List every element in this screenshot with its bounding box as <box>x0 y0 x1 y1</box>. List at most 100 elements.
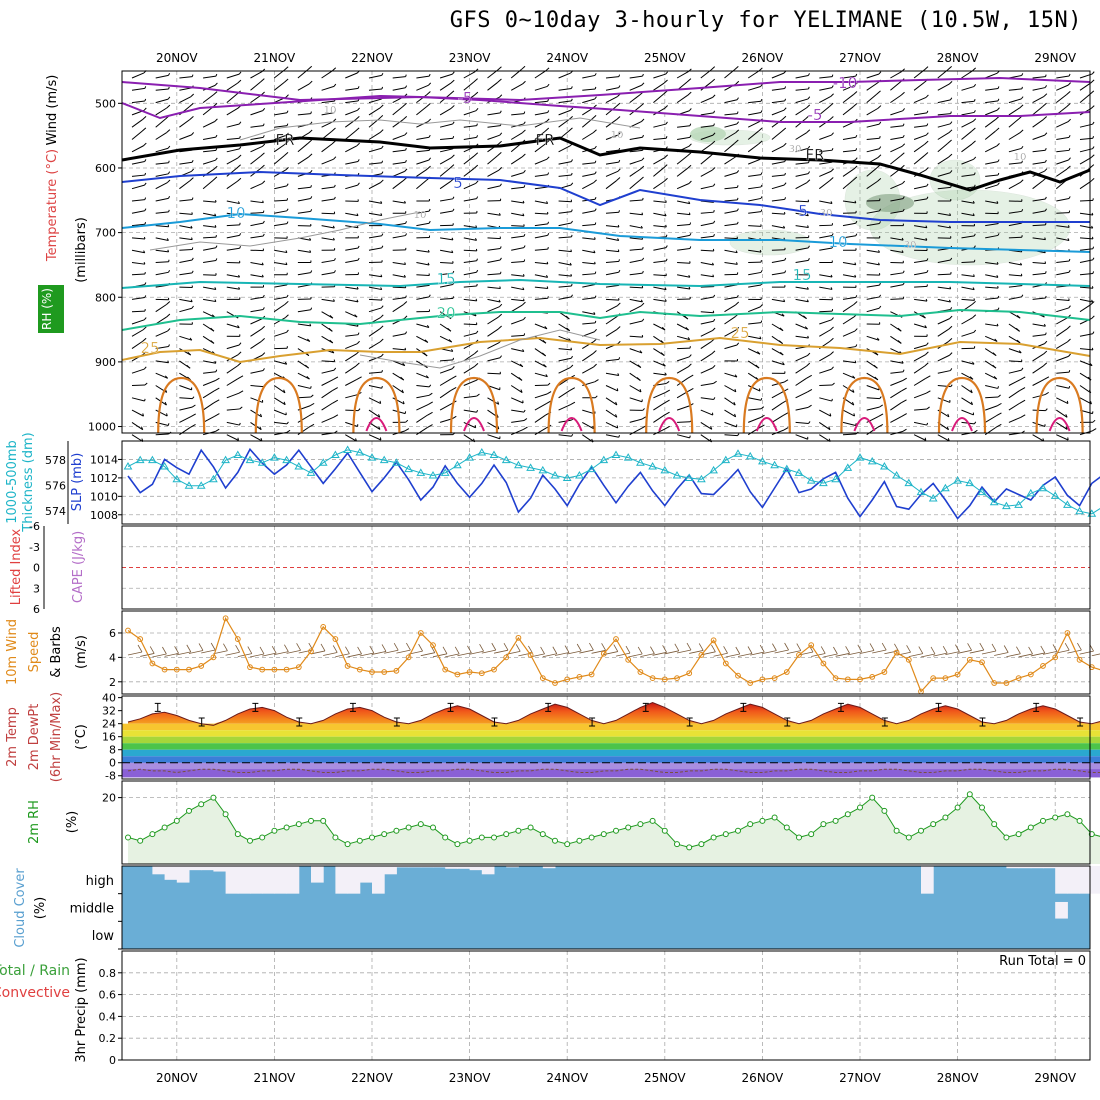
wind-barb <box>747 348 761 355</box>
isotherm-20 <box>121 308 1091 331</box>
wind-barb <box>155 249 169 253</box>
wind-barb <box>1079 148 1093 153</box>
wind-barb-flag <box>902 377 907 382</box>
wind-barb <box>748 211 762 214</box>
surface-wind-barb <box>957 649 972 654</box>
wind-speed-point <box>783 669 790 675</box>
wind-barb <box>416 136 430 140</box>
wind-barb <box>416 210 430 214</box>
wind-barb <box>771 174 785 177</box>
wind-barb-flag <box>594 379 599 383</box>
wind-barb-flag <box>642 73 644 77</box>
tick-label: -6 <box>29 520 40 533</box>
wind-barb-flag <box>286 429 291 433</box>
wind-barb <box>890 94 902 104</box>
wind-barb-flag <box>973 274 975 277</box>
wind-barb-flag <box>405 159 407 163</box>
tick-label-left: 574 <box>45 505 66 518</box>
wind-barb-flag <box>994 127 1000 132</box>
wind-barb-flag <box>499 355 502 359</box>
freezing-line <box>121 136 1091 192</box>
wind-barb <box>463 225 477 229</box>
wind-barb <box>131 340 144 350</box>
tick-label: 500 <box>95 97 116 110</box>
wind-barb <box>700 353 712 362</box>
wind-barb-flag <box>902 123 905 126</box>
cloud-high-bar <box>1018 866 1032 869</box>
rh-point <box>637 821 644 828</box>
wind-barb-flag <box>144 282 147 285</box>
wind-barb <box>914 260 928 263</box>
wind-barb <box>961 111 975 116</box>
wind-barb-flag <box>189 115 194 120</box>
surface-wind-barb <box>652 651 667 656</box>
wind-barb-flag <box>996 107 1000 111</box>
wind-barb-flag <box>1018 350 1022 354</box>
wind-barb-flag <box>616 116 621 120</box>
wind-barb-flag <box>878 413 884 417</box>
wind-barb-flag <box>570 347 573 350</box>
wind-barb-flag <box>144 159 147 162</box>
wind-barb-flag <box>1020 262 1023 266</box>
wind-barb-flag <box>973 245 976 248</box>
wind-barb-flag <box>308 423 315 428</box>
wind-barb <box>463 183 476 190</box>
wind-barb <box>1008 262 1022 266</box>
wind-barb <box>748 284 762 288</box>
surface-hot-arch <box>1048 417 1071 432</box>
wind-barb <box>795 182 808 190</box>
wind-barb-flag <box>665 121 668 125</box>
wind-barb-flag <box>310 270 313 273</box>
wind-barb <box>226 421 240 426</box>
wind-barb-flag <box>1021 294 1024 298</box>
wind-barb-flag <box>499 94 503 98</box>
wind-barb <box>368 235 382 239</box>
tick-label: 800 <box>95 291 116 304</box>
date-label-top: 22NOV <box>351 51 393 65</box>
wind-barb <box>345 100 359 104</box>
wind-barb-flag <box>830 326 834 331</box>
wind-barb <box>274 284 288 288</box>
wind-barb <box>937 156 949 165</box>
wind-barb-flag <box>569 262 572 266</box>
wind-barb-flag <box>166 413 168 417</box>
wind-barb-flag <box>237 437 239 441</box>
wind-barb <box>155 237 169 241</box>
wind-barb <box>795 200 809 203</box>
wind-barb <box>795 247 809 251</box>
wind-barb <box>605 149 619 153</box>
wind-barb-flag <box>142 351 147 355</box>
wind-barb-flag <box>853 165 858 170</box>
surface-wind-barb <box>542 653 557 658</box>
wind-barb-flag <box>498 313 503 318</box>
wind-barb-flag <box>164 375 169 379</box>
wind-barb-flag <box>1092 121 1095 125</box>
wind-barb <box>842 106 854 116</box>
wind-barb <box>866 222 880 227</box>
wind-barb-flag <box>1091 299 1094 303</box>
surface-wind-barb-flag <box>650 646 655 654</box>
wind-barb <box>1032 343 1045 350</box>
wind-barb-flag <box>571 209 573 212</box>
wind-barb <box>511 200 525 204</box>
wind-barb <box>416 404 429 411</box>
wind-barb <box>368 132 381 140</box>
wind-barb-flag <box>476 135 479 138</box>
wind-barb <box>131 223 145 227</box>
wind-barb <box>179 225 193 229</box>
wind-barb-flag <box>167 96 171 100</box>
wind-barb-flag <box>476 409 479 413</box>
surface-warm-arch <box>645 376 694 434</box>
wind-barb <box>890 360 904 364</box>
surface-wind-barb <box>762 650 777 655</box>
wind-barb <box>890 237 904 241</box>
surface-warm-arch <box>840 376 889 434</box>
wind-barb <box>937 123 951 128</box>
wind-barb-flag <box>523 185 526 188</box>
wind-speed-point <box>283 666 290 673</box>
wind-barb <box>463 409 477 413</box>
wind-barb <box>677 274 690 278</box>
wind-barb <box>558 390 570 399</box>
wind-barb <box>1032 297 1046 300</box>
wind-barb-flag <box>262 180 266 184</box>
